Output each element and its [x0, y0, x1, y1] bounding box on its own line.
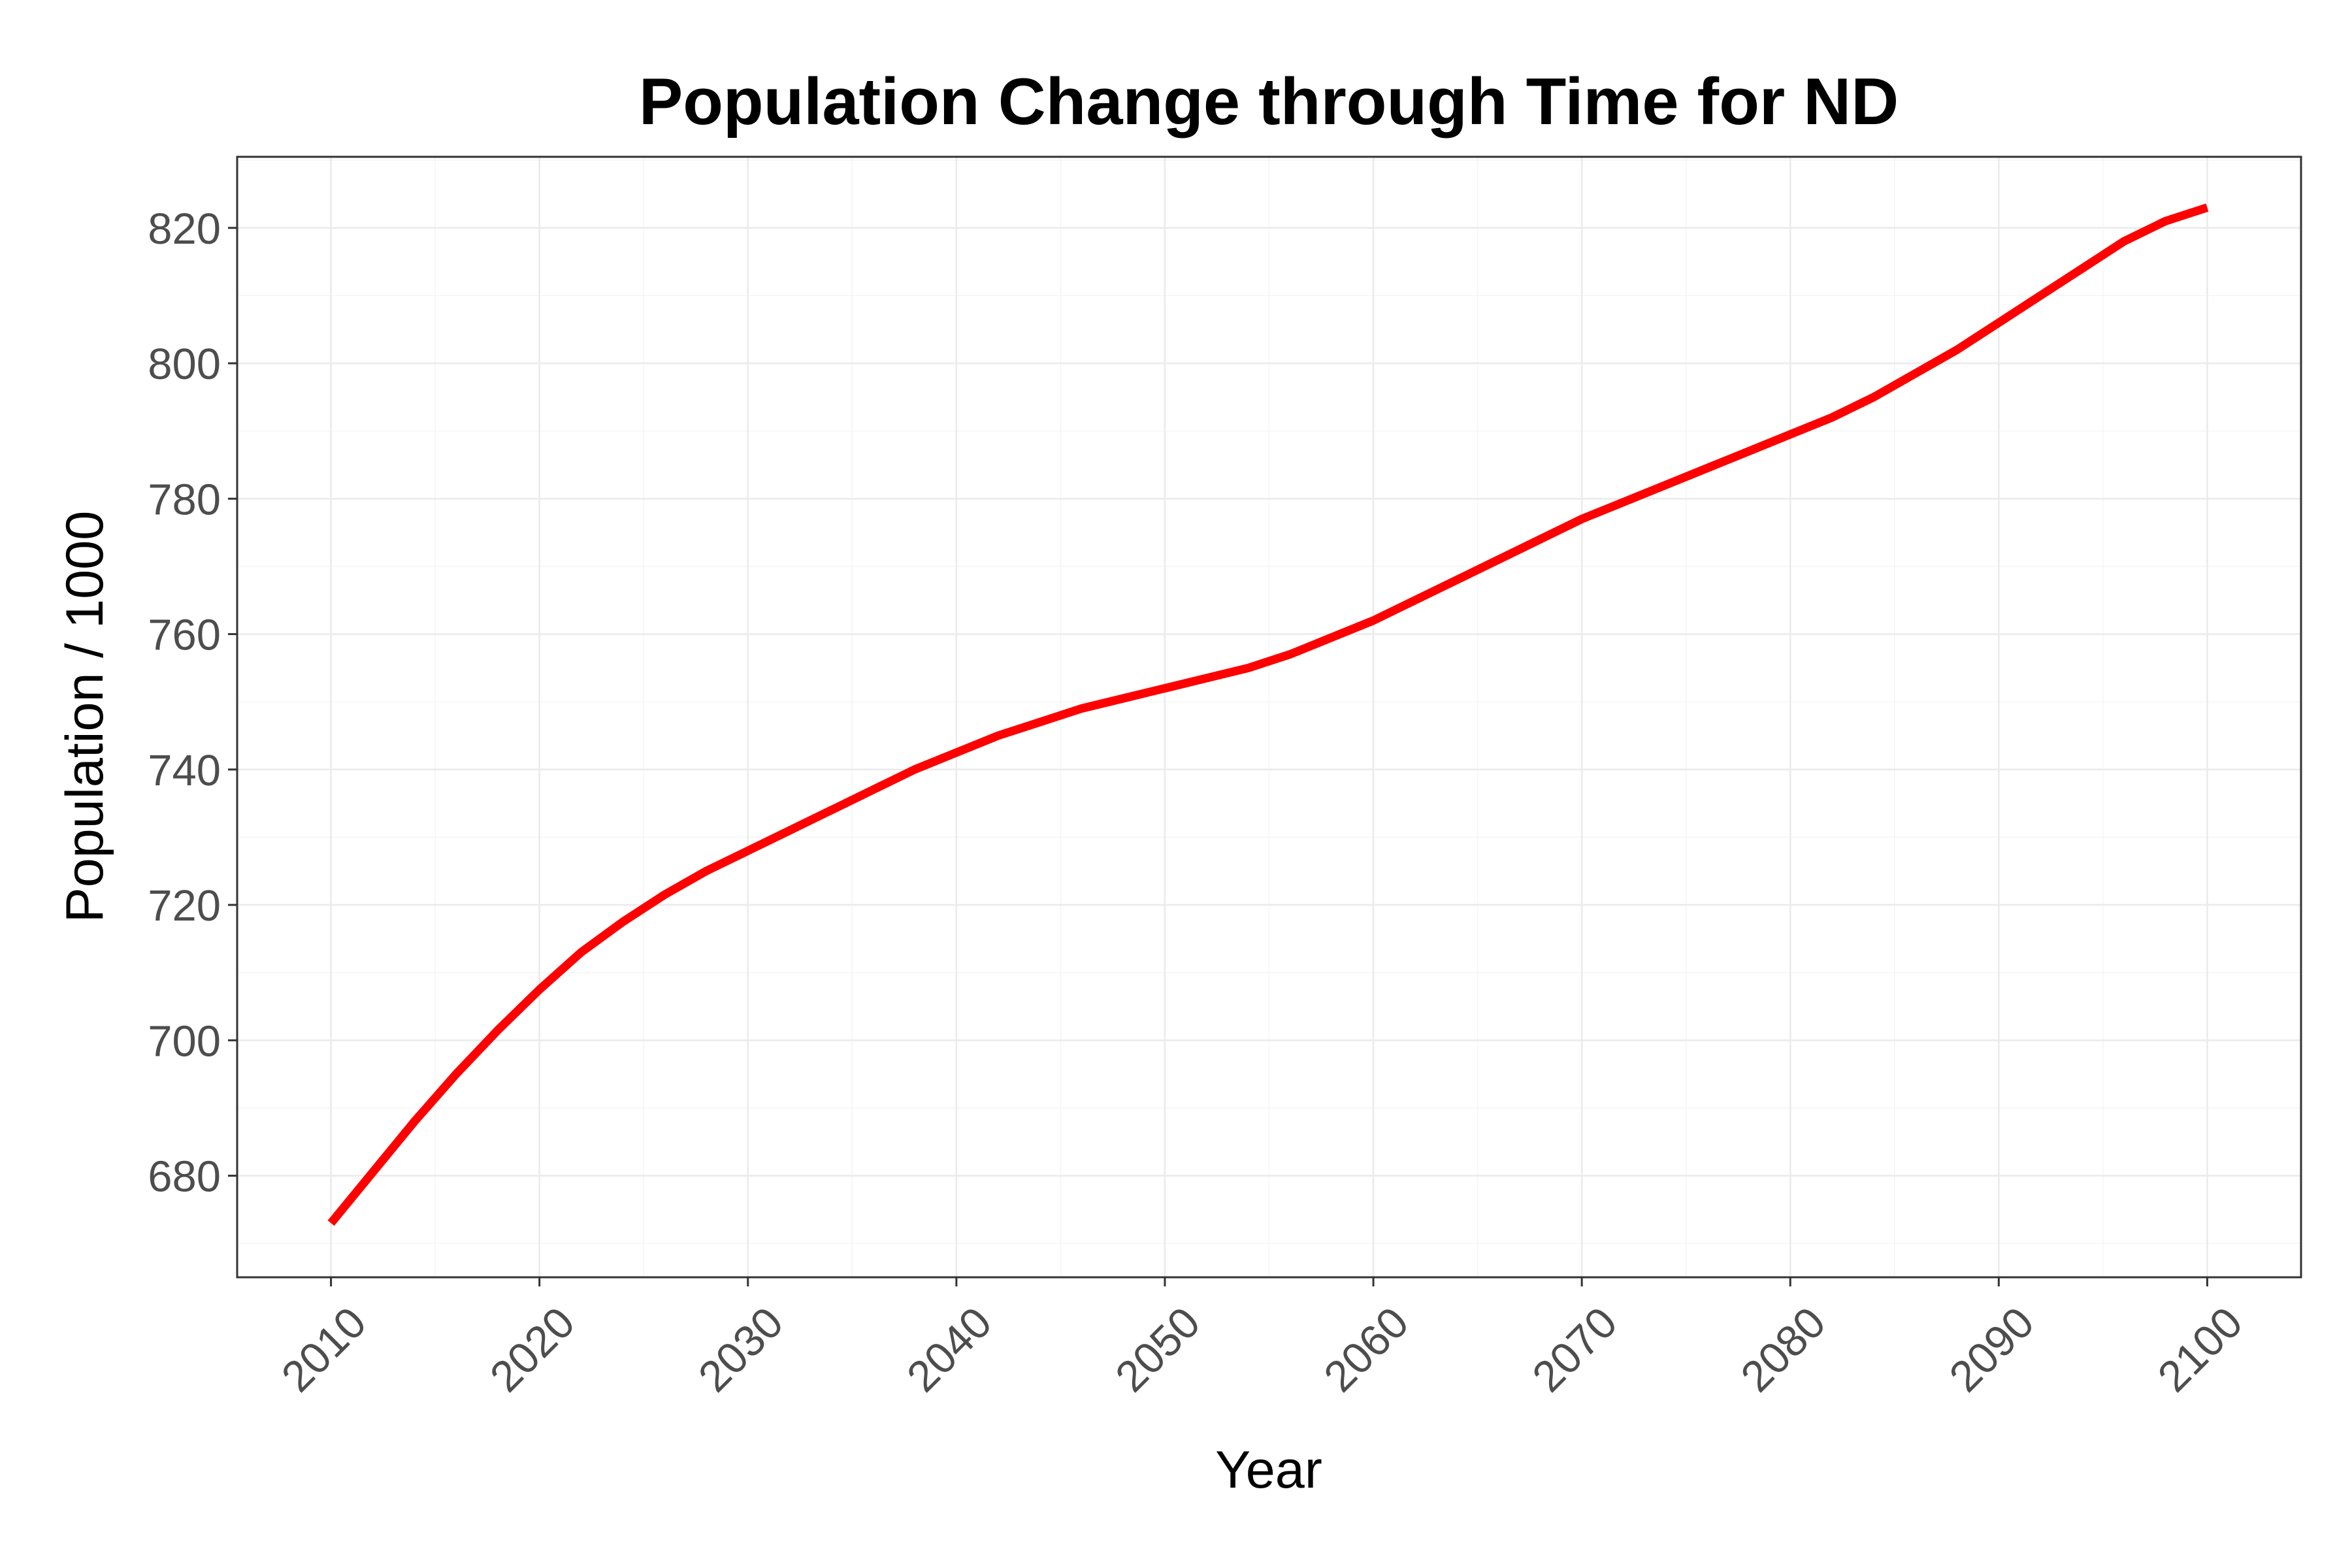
plot-panel-border: [236, 155, 2302, 1279]
series-layer: [327, 203, 2209, 1226]
y-tick-label: 820: [148, 204, 221, 253]
major-grid: [237, 157, 2301, 1277]
x-axis-title: Year: [1215, 1441, 1322, 1499]
y-tick-label: 800: [148, 340, 221, 389]
y-axis-title: Population / 1000: [56, 511, 114, 923]
y-tick-label: 700: [148, 1017, 221, 1066]
y-axis: 680 700 720 740 760 780 800 820: [148, 204, 237, 1201]
y-tick-label: 740: [148, 746, 221, 795]
minor-grid: [237, 157, 2301, 1277]
y-tick-label: 780: [148, 475, 221, 524]
chart-title: Population Change through Time for ND: [639, 65, 1899, 139]
series-line: [327, 203, 2209, 1226]
y-tick-label: 760: [148, 611, 221, 660]
y-tick-label: 680: [148, 1152, 221, 1201]
y-tick-label: 720: [148, 881, 221, 930]
